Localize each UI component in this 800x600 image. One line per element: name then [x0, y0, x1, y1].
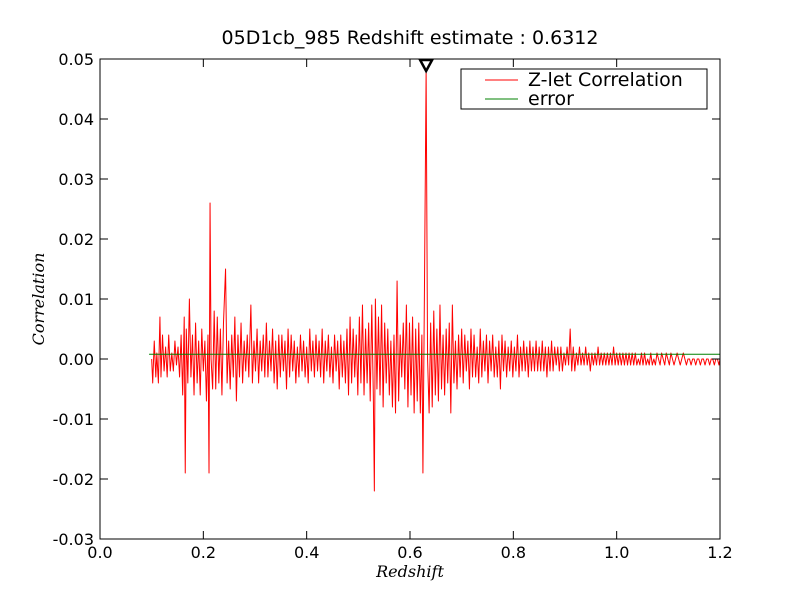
series-layer: [149, 70, 721, 492]
legend: Z-let Correlation error: [460, 68, 708, 110]
y-tick-label: -0.03: [53, 530, 94, 549]
marker-layer: [418, 58, 435, 74]
x-tick-label: 0.2: [191, 543, 216, 562]
y-tick-label: 0.05: [58, 50, 94, 69]
x-tick-label: 0.4: [294, 543, 319, 562]
redshift-estimate-marker: [418, 58, 435, 74]
legend-box: [460, 68, 708, 110]
tick-layer: 0.0 0.2 0.4 0.6 0.8 1.0 1.2 -0.03 -0.02 -0.01 0.00…: [53, 50, 733, 562]
x-tick-label: 0.8: [501, 543, 526, 562]
y-tick-label: -0.02: [53, 470, 94, 489]
x-axis-label: Redshift: [375, 562, 444, 581]
x-tick-label: 0.0: [87, 543, 112, 562]
series-line-z-let-correlation: [151, 70, 721, 492]
legend-label-error: error: [528, 88, 574, 110]
y-tick-label: -0.01: [53, 410, 94, 429]
y-axis-label: Correlation: [29, 253, 48, 346]
chart-title: 05D1cb_985 Redshift estimate : 0.6312: [222, 27, 599, 49]
legend-label-z-let-correlation: Z-let Correlation: [528, 69, 683, 91]
x-tick-label: 1.0: [604, 543, 629, 562]
x-tick-label: 0.6: [397, 543, 422, 562]
x-tick-label: 1.2: [707, 543, 732, 562]
y-tick-label: 0.00: [58, 350, 94, 369]
y-tick-label: 0.01: [58, 290, 94, 309]
y-tick-label: 0.03: [58, 170, 94, 189]
y-tick-label: 0.04: [58, 110, 94, 129]
y-tick-label: 0.02: [58, 230, 94, 249]
